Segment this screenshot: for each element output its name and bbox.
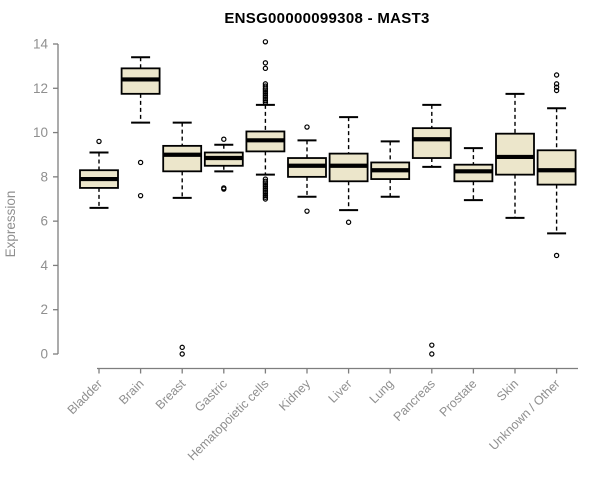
x-tick-label: Bladder [65,377,105,417]
outlier-point [262,60,269,66]
box-group-unknown-other [536,72,577,259]
iqr-box [411,127,452,159]
outlier-point [553,84,560,90]
chart-title: ENSG00000099308 - MAST3 [224,10,430,27]
outlier-point [137,192,144,199]
outlier-point [262,99,269,106]
outlier-point [262,89,269,95]
outlier-point [262,192,269,199]
outlier-point [179,351,185,357]
outlier-point [262,183,269,190]
box-group-kidney [287,124,327,214]
y-tick-label: 2 [40,302,48,317]
outlier-point [304,124,310,130]
outlier-point [553,87,560,94]
box-group-pancreas [411,103,452,357]
iqr-box [536,149,577,186]
y-tick-label: 12 [33,81,48,96]
outlier-point [96,138,102,145]
box-group-skin [495,92,535,219]
y-tick-label: 10 [33,125,48,140]
iqr-box [162,144,203,173]
outlier-point [429,342,435,348]
outlier-point [345,219,352,225]
x-tick-label: Lung [367,377,397,407]
x-tick-label: Hematopoietic cells [185,377,272,464]
outlier-point [137,159,144,166]
box-group-hematopoietic-cells [245,39,286,202]
x-tick-label: Unknown / Other [486,377,562,453]
x-tick-label: Brain [116,377,147,408]
y-tick-label: 0 [40,347,48,362]
box-group-brain [120,56,161,199]
outlier-point [304,208,310,214]
outlier-point [262,97,269,104]
x-tick-label: Gastric [192,377,230,415]
box-group-bladder [79,138,119,209]
outlier-point [262,65,269,72]
y-tick-label: 14 [33,37,49,52]
x-tick-label: Kidney [276,376,313,413]
outlier-point [262,194,269,200]
outlier-point [553,72,560,78]
y-tick-label: 6 [40,214,48,229]
box-group-prostate [453,147,494,202]
outlier-point [221,186,227,192]
box-group-breast [162,121,203,357]
x-tick-label: Breast [153,376,189,412]
outlier-point [553,81,560,87]
x-tick-label: Pancreas [391,377,438,424]
outlier-point [262,178,269,184]
y-tick-label: 8 [40,169,48,184]
y-axis: 0 2 4 6 8 10 12 14 Expression [3,37,59,362]
outlier-point [262,196,269,202]
outlier-point [262,85,269,91]
outlier-point [262,180,269,186]
outlier-point [262,90,269,97]
box-group-liver [328,116,369,225]
outlier-point [262,190,269,197]
outlier-point [221,136,227,142]
outlier-point [262,185,269,192]
outlier-point [262,96,269,102]
outlier-point [262,87,269,93]
x-tick-label: Liver [326,377,355,406]
outlier-point [262,94,269,100]
box-group-lung [370,140,411,198]
outlier-point [262,189,269,195]
outlier-point [262,92,269,99]
y-tick-label: 4 [40,258,48,273]
iqr-box [495,132,535,176]
x-tick-label: Skin [494,377,521,404]
outlier-point [179,344,185,351]
outlier-point [262,187,269,193]
outlier-point [429,351,435,357]
outlier-point [262,39,269,45]
outlier-point [262,182,269,188]
outlier-point [553,252,560,259]
box-group-gastric [203,136,244,192]
x-tick-label: Prostate [437,377,480,420]
y-axis-title: Expression [3,191,18,258]
